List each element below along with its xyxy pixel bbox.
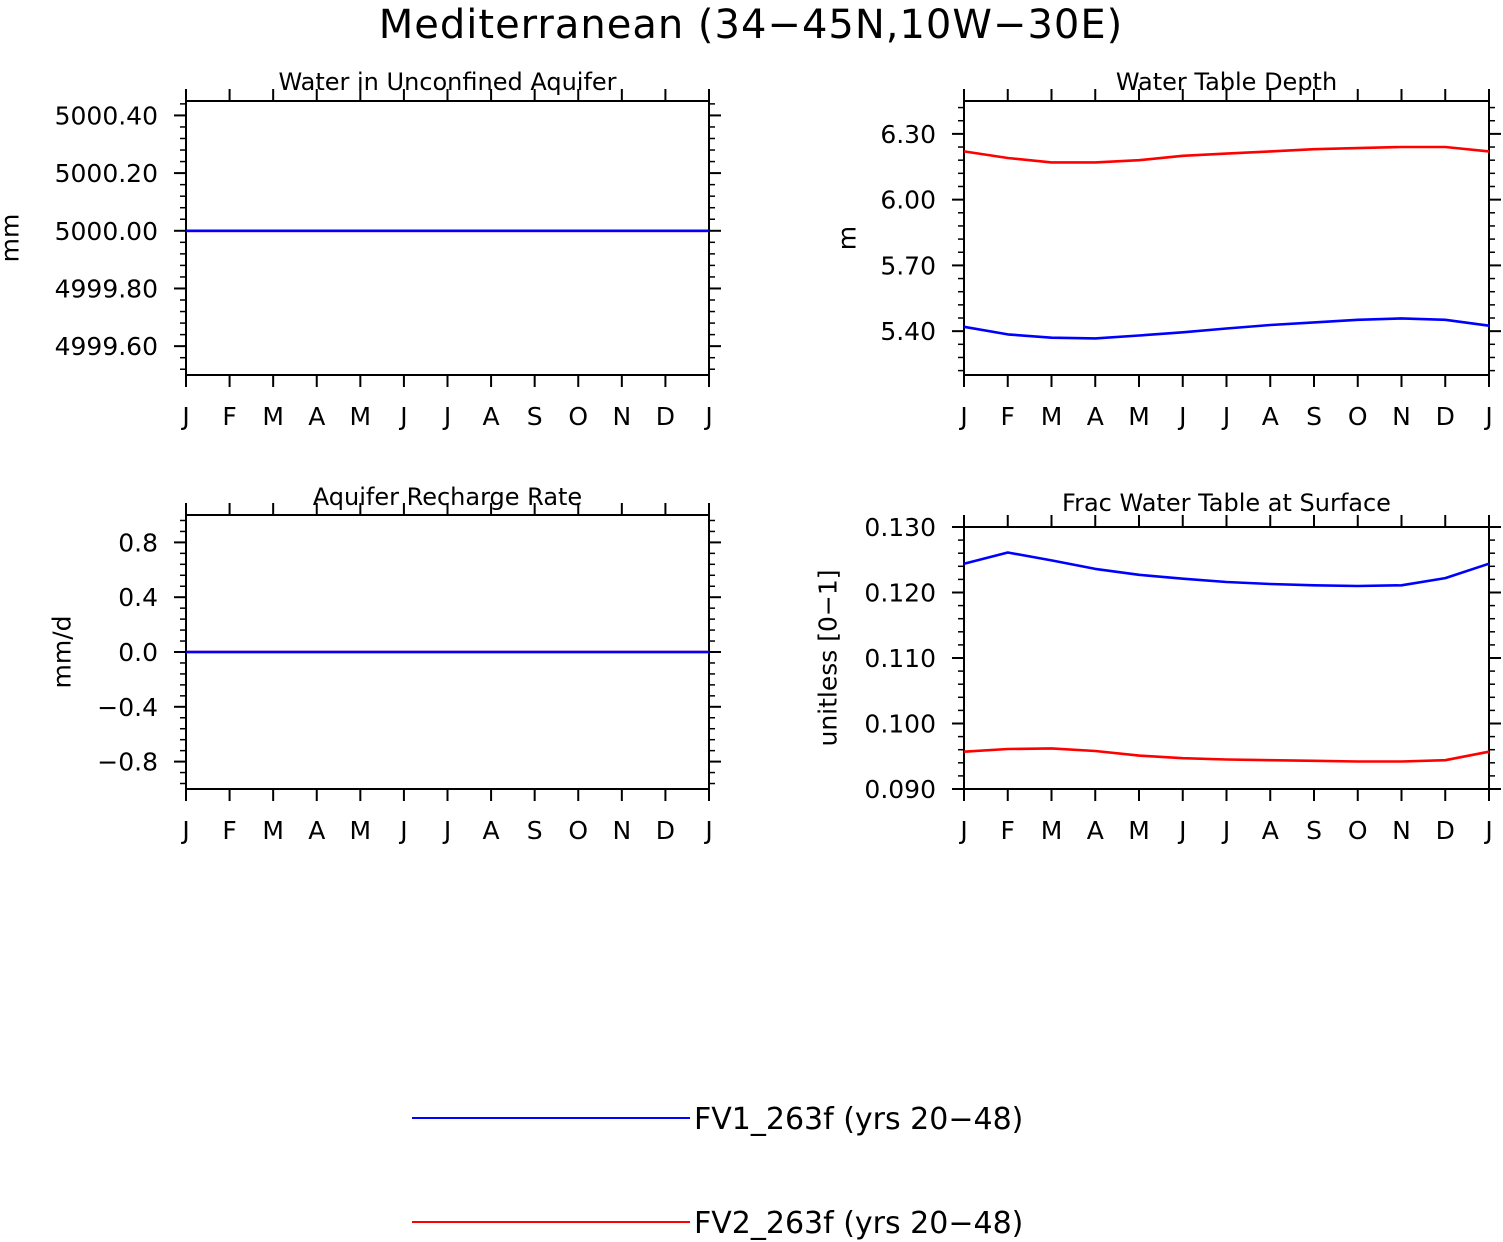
- y-tick-label: 5.70: [880, 251, 936, 280]
- y-tick-label: 0.4: [118, 583, 158, 612]
- x-tick-label: J: [398, 402, 407, 431]
- x-tick-label: J: [958, 816, 967, 845]
- x-tick-label: A: [1262, 816, 1279, 845]
- x-tick-label: D: [656, 816, 675, 845]
- y-tick-label: 0.090: [864, 775, 936, 804]
- panel-4: Frac Water Table at Surface unitless [0−1…: [814, 489, 1501, 845]
- x-tick-label: M: [262, 816, 284, 845]
- y-tick-label: −0.8: [97, 748, 158, 777]
- y-tick-label: 0.130: [864, 513, 936, 542]
- y-tick-label: 4999.60: [55, 332, 158, 361]
- x-tick-label: N: [1392, 402, 1411, 431]
- x-tick-label: A: [483, 816, 500, 845]
- x-tick-label: F: [222, 816, 236, 845]
- x-tick-label: F: [222, 402, 236, 431]
- x-tick-label: J: [442, 816, 451, 845]
- x-tick-label: F: [1001, 402, 1015, 431]
- y-axis-label: m: [833, 226, 862, 250]
- y-axis-label: mm: [0, 214, 25, 263]
- x-tick-label: J: [958, 402, 967, 431]
- x-tick-label: J: [703, 402, 712, 431]
- y-tick-label: 4999.80: [55, 274, 158, 303]
- y-axis-label: mm/d: [48, 616, 77, 689]
- series-line-fv2: [963, 145, 1490, 164]
- x-tick-label: D: [1436, 816, 1455, 845]
- x-tick-label: A: [308, 816, 325, 845]
- series-line-fv1: [963, 551, 1490, 588]
- x-tick-label: M: [350, 816, 372, 845]
- x-tick-label: O: [1348, 402, 1368, 431]
- x-tick-label: D: [656, 402, 675, 431]
- x-tick-label: N: [612, 402, 631, 431]
- x-tick-label: M: [1128, 402, 1150, 431]
- y-axis-label: unitless [0−1]: [814, 569, 843, 746]
- main-title: Mediterranean (34−45N,10W−30E): [379, 2, 1123, 48]
- x-tick-label: M: [1128, 816, 1150, 845]
- x-tick-label: M: [262, 402, 284, 431]
- x-tick-label: A: [1087, 816, 1104, 845]
- y-tick-label: 0.120: [864, 579, 936, 608]
- x-tick-label: O: [1348, 816, 1368, 845]
- y-tick-label: 6.00: [880, 186, 936, 215]
- x-tick-label: J: [398, 816, 407, 845]
- x-tick-label: J: [180, 816, 189, 845]
- x-tick-label: D: [1436, 402, 1455, 431]
- x-tick-label: S: [1306, 816, 1322, 845]
- x-tick-label: S: [527, 816, 543, 845]
- x-tick-label: O: [568, 816, 588, 845]
- x-tick-label: J: [1483, 816, 1492, 845]
- x-tick-label: M: [350, 402, 372, 431]
- x-tick-label: A: [483, 402, 500, 431]
- x-tick-label: F: [1001, 816, 1015, 845]
- legend-label-1: FV1_263f (yrs 20−48): [694, 1102, 1023, 1137]
- plot-frame: [185, 100, 710, 376]
- y-tick-label: 5000.40: [55, 101, 158, 130]
- x-tick-label: A: [1087, 402, 1104, 431]
- x-tick-label: J: [1221, 816, 1230, 845]
- x-tick-label: S: [527, 402, 543, 431]
- x-tick-label: J: [703, 816, 712, 845]
- x-tick-label: J: [442, 402, 451, 431]
- y-tick-label: −0.4: [97, 693, 158, 722]
- x-tick-label: J: [180, 402, 189, 431]
- x-tick-label: J: [1483, 402, 1492, 431]
- x-tick-label: A: [308, 402, 325, 431]
- x-tick-label: S: [1306, 402, 1322, 431]
- y-tick-label: 0.8: [118, 528, 158, 557]
- x-tick-label: M: [1041, 402, 1063, 431]
- x-tick-label: A: [1262, 402, 1279, 431]
- y-tick-label: 5000.00: [55, 217, 158, 246]
- plot-frame: [963, 100, 1490, 376]
- x-tick-label: M: [1041, 816, 1063, 845]
- x-tick-label: J: [1221, 402, 1230, 431]
- x-tick-label: O: [568, 402, 588, 431]
- y-tick-label: 0.0: [118, 638, 158, 667]
- y-tick-label: 0.100: [864, 710, 936, 739]
- legend: FV1_263f (yrs 20−48) FV2_263f (yrs 20−48): [412, 1102, 1023, 1241]
- x-tick-label: J: [1177, 402, 1186, 431]
- x-tick-label: N: [1392, 816, 1411, 845]
- y-tick-label: 6.30: [880, 120, 936, 149]
- y-tick-label: 0.110: [864, 644, 936, 673]
- series-line-fv1: [963, 317, 1490, 340]
- x-tick-label: N: [612, 816, 631, 845]
- y-tick-label: 5000.20: [55, 159, 158, 188]
- y-tick-label: 5.40: [880, 317, 936, 346]
- panel-title: Frac Water Table at Surface: [1062, 489, 1391, 517]
- x-tick-label: J: [1177, 816, 1186, 845]
- series-line-fv2: [963, 747, 1490, 763]
- legend-label-2: FV2_263f (yrs 20−48): [694, 1206, 1023, 1241]
